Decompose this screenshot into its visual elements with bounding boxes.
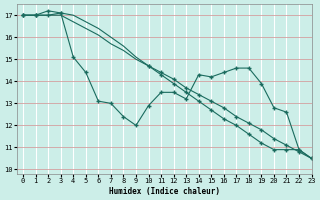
X-axis label: Humidex (Indice chaleur): Humidex (Indice chaleur) xyxy=(109,187,220,196)
